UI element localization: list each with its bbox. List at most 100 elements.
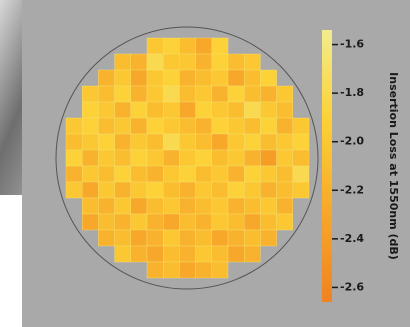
die-cell (147, 246, 163, 262)
die-cell (260, 150, 276, 166)
die-cell (82, 214, 98, 230)
die-cell (244, 54, 260, 70)
die-cell (196, 86, 212, 102)
die-cell (228, 54, 244, 70)
die-cell (115, 246, 131, 262)
die-cell (228, 102, 244, 118)
die-cell (244, 134, 260, 150)
die-cell (277, 182, 293, 198)
die-cell (115, 150, 131, 166)
die-cell (212, 214, 228, 230)
die-cell (260, 182, 276, 198)
die-cell (131, 182, 147, 198)
die-cell (66, 182, 82, 198)
die-cell (179, 38, 195, 54)
die-cell (196, 214, 212, 230)
die-cell (196, 198, 212, 214)
die-cell (115, 182, 131, 198)
die-cell (277, 166, 293, 182)
die-cell (260, 166, 276, 182)
die-cell (115, 230, 131, 246)
colorbar-label: Insertion Loss at 1550nm (dB) (387, 72, 400, 260)
die-cell (131, 230, 147, 246)
die-cell (260, 86, 276, 102)
die-cell (98, 214, 114, 230)
die-cell (293, 118, 309, 134)
die-cell (212, 134, 228, 150)
die-cell (212, 38, 228, 54)
die-cell (228, 150, 244, 166)
die-cell (179, 70, 195, 86)
die-cell (196, 118, 212, 134)
die-cell (115, 134, 131, 150)
die-cell (196, 54, 212, 70)
die-cell (212, 246, 228, 262)
die-cell (212, 118, 228, 134)
die-cell (277, 118, 293, 134)
die-cell (228, 118, 244, 134)
colorbar-tick-label: -2.2 (340, 183, 364, 196)
die-cell (163, 198, 179, 214)
die-cell (244, 86, 260, 102)
die-cell (131, 214, 147, 230)
die-cell (98, 134, 114, 150)
die-cell (260, 118, 276, 134)
die-cell (244, 70, 260, 86)
die-cell (277, 102, 293, 118)
die-cell (163, 134, 179, 150)
die-cell (98, 182, 114, 198)
die-cell (196, 262, 212, 278)
die-cell (196, 70, 212, 86)
die-cell (163, 230, 179, 246)
die-cell (131, 70, 147, 86)
die-cell (82, 102, 98, 118)
die-cell (228, 134, 244, 150)
die-cell (228, 198, 244, 214)
die-cell (82, 118, 98, 134)
die-cell (163, 102, 179, 118)
die-cell (244, 214, 260, 230)
die-cell (147, 134, 163, 150)
die-cell (163, 150, 179, 166)
die-cell (212, 166, 228, 182)
die-cell (98, 230, 114, 246)
die-cell (131, 54, 147, 70)
die-cell (228, 166, 244, 182)
die-cell (115, 86, 131, 102)
die-cell (115, 166, 131, 182)
die-cell (147, 214, 163, 230)
colorbar-tick-label: -1.6 (340, 38, 364, 51)
die-cell (66, 118, 82, 134)
die-cell (163, 86, 179, 102)
die-cell (147, 262, 163, 278)
die-cell (163, 262, 179, 278)
die-cell (228, 182, 244, 198)
colorbar-tick-label: -2.6 (340, 280, 364, 293)
die-cell (244, 246, 260, 262)
die-cell (196, 102, 212, 118)
die-cell (260, 70, 276, 86)
die-cell (131, 86, 147, 102)
die-cell (115, 54, 131, 70)
die-cell (244, 198, 260, 214)
die-cell (147, 182, 163, 198)
die-cell (66, 150, 82, 166)
die-cell (212, 54, 228, 70)
die-cell (131, 118, 147, 134)
die-cell (260, 214, 276, 230)
die-cell (115, 102, 131, 118)
die-cell (196, 230, 212, 246)
die-cell (179, 54, 195, 70)
die-cell (115, 198, 131, 214)
die-cell (147, 54, 163, 70)
die-cell (147, 198, 163, 214)
die-cell (179, 198, 195, 214)
die-cell (244, 118, 260, 134)
die-cell (131, 246, 147, 262)
die-cell (260, 134, 276, 150)
die-cell (212, 230, 228, 246)
colorbar-tick-label: -2.0 (340, 135, 364, 148)
die-cell (147, 150, 163, 166)
die-cell (212, 150, 228, 166)
die-cell (179, 262, 195, 278)
